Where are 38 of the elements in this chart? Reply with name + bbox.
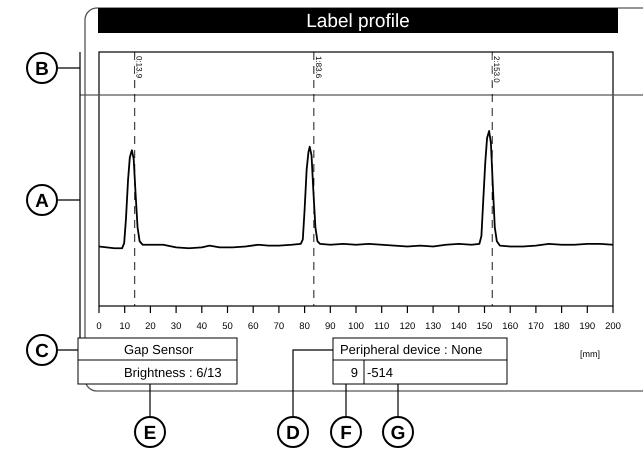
- x-axis-title: [mm]: [580, 349, 600, 359]
- ref-line-label: 0:13.9: [134, 56, 144, 79]
- ref-line-label: 1:83.6: [314, 56, 323, 79]
- text: G: [390, 423, 406, 444]
- x-tick-label: 90: [325, 321, 336, 332]
- text: Peripheral device : None: [340, 342, 482, 357]
- ref-line-label: 2:153.0: [492, 56, 502, 84]
- text: B: [35, 59, 49, 80]
- x-tick-label: 150: [476, 321, 492, 332]
- x-tick-label: 130: [425, 321, 442, 332]
- text: F: [340, 423, 352, 444]
- text: Brightness : 6/13: [124, 365, 222, 380]
- text: E: [144, 423, 156, 444]
- x-tick-label: 190: [579, 321, 596, 332]
- x-tick-label: 60: [248, 321, 258, 332]
- text: -514: [367, 365, 394, 380]
- x-tick-label: 30: [170, 321, 182, 332]
- x-tick-label: 170: [528, 321, 544, 332]
- text: C: [35, 341, 50, 362]
- x-tick-label: 0: [96, 321, 102, 332]
- x-tick-label: 160: [502, 321, 518, 332]
- text: Gap Sensor: [124, 342, 194, 357]
- chart-title: Label profile: [306, 11, 410, 32]
- x-tick-label: 100: [348, 321, 364, 332]
- text: 9: [350, 365, 358, 380]
- x-tick-label: 50: [222, 321, 233, 332]
- x-tick-label: 40: [196, 321, 208, 332]
- x-tick-label: 20: [145, 321, 156, 332]
- x-tick-label: 120: [399, 321, 416, 332]
- x-tick-label: 200: [605, 321, 621, 332]
- text: A: [35, 191, 50, 212]
- x-tick-label: 70: [274, 321, 284, 332]
- x-tick-label: 180: [554, 321, 570, 332]
- x-tick-label: 10: [119, 321, 130, 332]
- text: D: [286, 423, 300, 444]
- x-tick-label: 110: [374, 321, 390, 332]
- x-tick-label: 80: [299, 321, 310, 332]
- x-tick-label: 140: [450, 321, 467, 332]
